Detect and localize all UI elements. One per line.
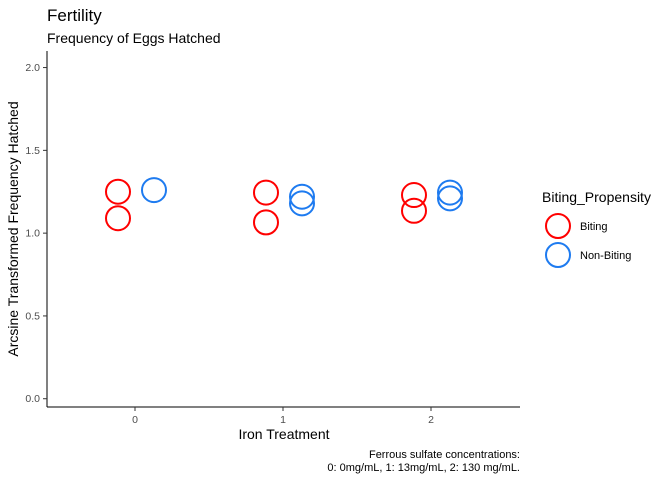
legend-key-biting: [545, 213, 571, 239]
data-point-biting: [105, 178, 131, 205]
plot-area: [105, 177, 463, 236]
y-axis-title: Arcsine Transformed Frequency Hatched: [5, 101, 21, 356]
data-point-non-biting: [289, 183, 315, 210]
caption-line-2: 0: 0mg/mL, 1: 13mg/mL, 2: 130 mg/mL.: [327, 462, 520, 474]
legend-label: Non-Biting: [580, 250, 631, 262]
data-point-biting: [401, 182, 427, 209]
x-tick-label: 0: [132, 414, 138, 426]
data-point-biting: [253, 179, 279, 206]
caption-line-1: Ferrous sulfate concentrations:: [369, 449, 520, 461]
y-tick-label: 1.0: [25, 228, 40, 240]
chart-title: Fertility: [47, 6, 102, 25]
x-tick-label: 2: [428, 414, 434, 426]
x-axis-title: Iron Treatment: [238, 426, 329, 442]
data-point-biting: [253, 209, 279, 236]
data-point-non-biting: [437, 185, 463, 212]
data-point-biting: [105, 205, 131, 232]
legend-key-non-biting: [545, 242, 571, 268]
data-point-non-biting: [141, 177, 167, 204]
data-point-biting: [401, 197, 427, 224]
data-point-non-biting: [289, 190, 315, 217]
x-tick-label: 1: [280, 414, 286, 426]
legend-label: Biting: [580, 221, 608, 233]
data-point-non-biting: [437, 179, 463, 206]
y-tick-label: 0.5: [25, 310, 40, 322]
legend: Biting_Propensity Biting Non-Biting: [542, 189, 651, 268]
y-tick-label: 1.5: [25, 145, 40, 157]
chart-subtitle: Frequency of Eggs Hatched: [47, 30, 221, 46]
y-tick-label: 0.0: [25, 393, 40, 405]
y-tick-label: 2.0: [25, 62, 40, 74]
legend-title: Biting_Propensity: [542, 189, 651, 205]
